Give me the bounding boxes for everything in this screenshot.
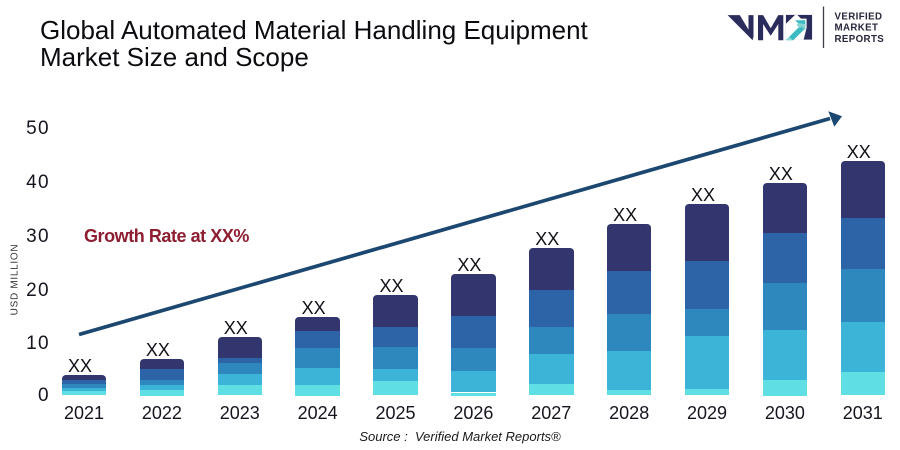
svg-text:VERIFIED: VERIFIED bbox=[835, 11, 883, 22]
svg-text:MARKET: MARKET bbox=[835, 23, 879, 34]
svg-text:REPORTS: REPORTS bbox=[835, 34, 885, 45]
